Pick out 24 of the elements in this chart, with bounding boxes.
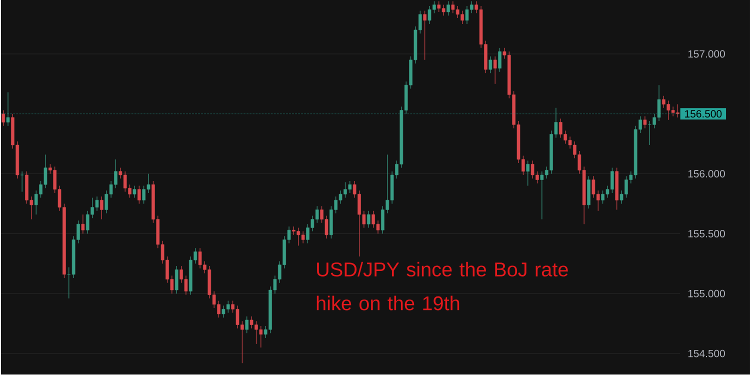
- candlestick: [100, 196, 104, 220]
- candlestick: [81, 214, 85, 234]
- candlestick: [526, 160, 530, 186]
- candlestick: [245, 316, 249, 334]
- candlestick: [446, 0, 450, 16]
- candlestick: [132, 185, 136, 198]
- candlestick: [6, 92, 10, 126]
- candlestick: [498, 47, 502, 72]
- y-tick-label: 155.000: [688, 290, 725, 298]
- candlestick: [493, 56, 497, 84]
- y-tick-label: 155.500: [688, 230, 725, 238]
- candlestick: [366, 210, 370, 228]
- candlestick: [20, 170, 24, 192]
- candlestick: [643, 116, 647, 128]
- candlestick: [488, 56, 492, 74]
- ref-line-label: 156.500: [685, 110, 722, 118]
- y-tick-label: 154.500: [688, 350, 725, 358]
- candlestick: [138, 185, 141, 204]
- annotation: USD/JPY since the BoJ rate hike on the 19th: [316, 262, 568, 310]
- y-tick-label: 157.000: [688, 50, 725, 58]
- y-tick-label: 156.000: [688, 170, 725, 178]
- candlestick: [423, 10, 426, 60]
- candlestick: [2, 110, 5, 126]
- candlestick: [174, 266, 178, 294]
